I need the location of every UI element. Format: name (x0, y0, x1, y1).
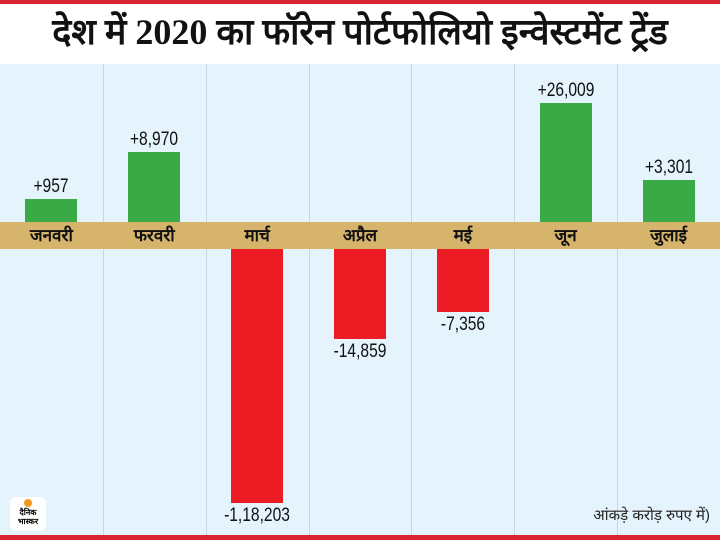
plot-area: आंकड़े करोड़ रुपए में) दैनिक भास्कर +957 ज… (0, 64, 720, 535)
gridline (411, 64, 412, 535)
category-label: मार्च (244, 226, 270, 245)
bar-4 (334, 249, 386, 340)
bar-3 (231, 249, 284, 503)
unit-note: आंकड़े करोड़ रुपए में) (593, 507, 710, 524)
bar-1 (25, 199, 78, 222)
gridline (206, 64, 207, 535)
gridline (103, 64, 104, 535)
category-label: फरवरी (133, 226, 175, 245)
brand-logo: दैनिक भास्कर (10, 497, 46, 531)
value-label: +8,970 (130, 129, 179, 151)
category-label: अप्रैल (342, 226, 378, 245)
bar-5 (436, 249, 489, 313)
gridline (514, 64, 515, 535)
value-label: -14,859 (333, 341, 387, 363)
category-label: जून (554, 226, 577, 245)
bar-7 (642, 179, 695, 222)
value-label: +26,009 (537, 79, 595, 101)
value-label: +3,301 (644, 156, 693, 178)
category-label: मई (453, 226, 473, 245)
gridline (309, 64, 310, 535)
bar-2 (128, 152, 181, 222)
category-label: जनवरी (29, 226, 73, 245)
chart-title: देश में 2020 का फॉरेन पोर्टफोलियो इन्वेस… (52, 12, 668, 52)
month-band (0, 222, 720, 249)
category-label: जुलाई (650, 226, 687, 245)
value-label: +957 (33, 176, 69, 198)
logo-dot-icon (24, 499, 32, 507)
value-label: -7,356 (440, 314, 485, 336)
bar-6 (539, 102, 592, 222)
bottom-border (0, 535, 720, 540)
value-label: -1,18,203 (224, 505, 291, 526)
gridline (617, 64, 618, 535)
top-border (0, 0, 720, 4)
